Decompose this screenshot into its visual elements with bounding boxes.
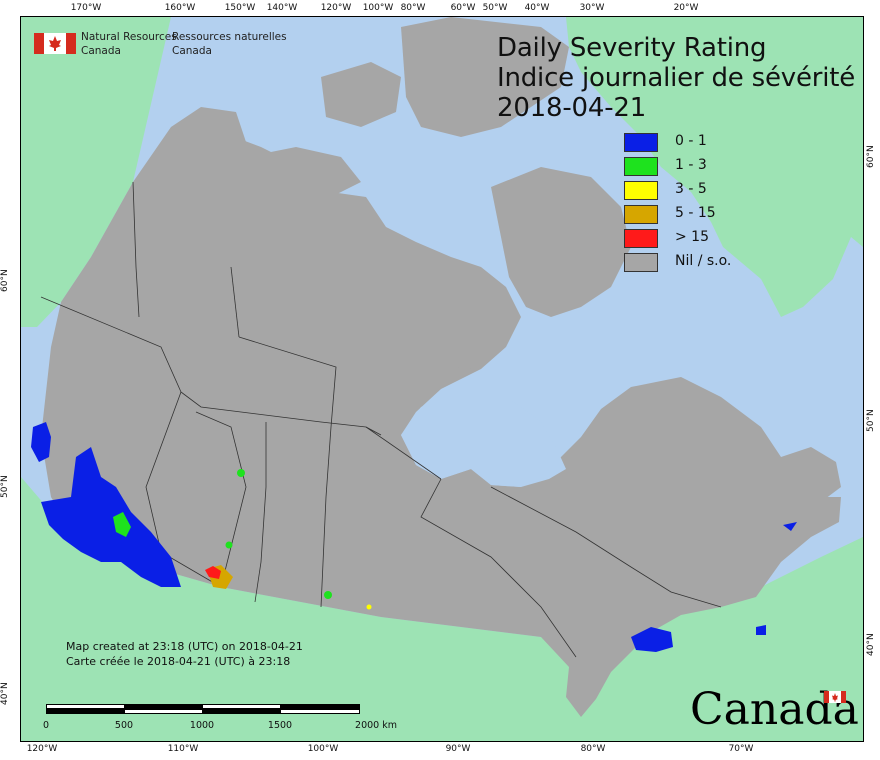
graticule-label-top: 60°W (450, 3, 476, 13)
graticule-label-bottom: 70°W (728, 744, 754, 754)
agency-name-fr: Ressources naturelles Canada (172, 30, 287, 58)
graticule-label-bottom: 90°W (445, 744, 471, 754)
arctic-island-southampton (446, 337, 491, 369)
graticule-label-top: 140°W (266, 3, 298, 13)
canada-flag-icon (34, 33, 76, 54)
arctic-island-victoria (246, 147, 361, 197)
scale-bar-seg-6 (124, 709, 204, 714)
map-created-fr: Carte créée le 2018-04-21 (UTC) à 23:18 (66, 655, 291, 668)
severity-point-sk-south (324, 591, 332, 599)
graticule-label-top: 50°W (482, 3, 508, 13)
graticule-label-top: 20°W (673, 3, 699, 13)
wordmark-flag-icon (824, 691, 846, 703)
scale-bar-tick-label: 500 (114, 720, 134, 731)
graticule-label-top: 120°W (320, 3, 352, 13)
graticule-label-top: 40°W (524, 3, 550, 13)
scale-bar-seg-8 (280, 709, 360, 714)
agency-name-fr-line1: Ressources naturelles (172, 31, 287, 43)
agency-name-en-line1: Natural Resources (81, 31, 177, 43)
legend-swatch (624, 133, 658, 152)
scale-bar-tick-label: 1000 (189, 720, 215, 731)
graticule-label-right: 50°N (866, 409, 876, 432)
map-created-en: Map created at 23:18 (UTC) on 2018-04-21 (66, 640, 303, 653)
severity-zone-vancouver-island (31, 422, 51, 462)
scale-bar-seg-7 (202, 709, 282, 714)
agency-name-en-line2: Canada (81, 45, 121, 57)
scale-bar-tick-label: 1500 (267, 720, 293, 731)
legend-swatch (624, 181, 658, 200)
graticule-label-left: 60°N (0, 269, 10, 292)
title-line-en: Daily Severity Rating (497, 33, 767, 63)
severity-zone-bc-interior-green (113, 512, 131, 537)
scale-bar: 0 500 1000 1500 2000 km (42, 704, 397, 734)
legend-label: 1 - 3 (675, 157, 707, 173)
usa-landmass (21, 477, 863, 741)
graticule-label-top: 100°W (362, 3, 394, 13)
title-line-fr: Indice journalier de sévérité (497, 63, 856, 93)
graticule-label-right: 40°N (866, 633, 876, 656)
graticule-label-bottom: 80°W (580, 744, 606, 754)
legend-swatch (624, 229, 658, 248)
graticule-label-bottom: 120°W (26, 744, 58, 754)
severity-map (21, 17, 863, 741)
severity-zone-bc-coast (41, 447, 181, 587)
agency-name-en: Natural Resources Canada (81, 30, 177, 58)
scale-bar-seg-4 (280, 704, 360, 709)
alaska-landmass (21, 17, 171, 327)
legend-label: > 15 (675, 229, 709, 245)
graticule-label-left: 40°N (0, 682, 10, 705)
graticule-label-right: 60°N (866, 145, 876, 168)
legend-swatch (624, 253, 658, 272)
severity-zone-nb (756, 625, 766, 635)
arctic-island-banks (171, 107, 246, 152)
legend-label: 3 - 5 (675, 181, 707, 197)
map-frame (20, 16, 864, 742)
graticule-label-top: 170°W (70, 3, 102, 13)
legend-label: Nil / s.o. (675, 253, 732, 269)
provincial-boundaries (40, 181, 722, 658)
legend-swatch (624, 157, 658, 176)
arctic-island-baffin (491, 167, 631, 317)
severity-point-ab-central (225, 541, 233, 549)
graticule-label-top: 150°W (224, 3, 256, 13)
graticule-label-bottom: 100°W (307, 744, 339, 754)
map-title: Daily Severity Rating Indice journalier … (497, 33, 855, 123)
title-date: 2018-04-21 (497, 93, 647, 123)
scale-bar-seg-5 (46, 709, 126, 714)
legend-swatch (624, 205, 658, 224)
severity-point-mb-south (366, 604, 372, 610)
graticule-label-top: 30°W (579, 3, 605, 13)
severity-zone-quebec-south (631, 627, 673, 652)
hudson-bay (401, 387, 566, 487)
severity-zone-nl (783, 522, 797, 531)
greenland-landmass (566, 17, 863, 317)
canada-mainland (41, 127, 841, 717)
severity-point-ab-north (237, 469, 245, 477)
scale-bar-tick-label: 0 (42, 720, 50, 731)
severity-zone-ab-south-red (205, 566, 221, 579)
graticule-label-bottom: 110°W (167, 744, 199, 754)
agency-name-fr-line2: Canada (172, 45, 212, 57)
arctic-island-devon (321, 62, 401, 127)
map-created-note: Map created at 23:18 (UTC) on 2018-04-21… (66, 639, 303, 669)
graticule-label-left: 50°N (0, 475, 10, 498)
legend-label: 0 - 1 (675, 133, 707, 149)
graticule-label-top: 80°W (400, 3, 426, 13)
scale-bar-tick-label: 2000 km (355, 720, 397, 731)
arctic-island-ellesmere (401, 17, 569, 137)
graticule-label-top: 160°W (164, 3, 196, 13)
legend-label: 5 - 15 (675, 205, 716, 221)
island-newfoundland (781, 447, 841, 502)
